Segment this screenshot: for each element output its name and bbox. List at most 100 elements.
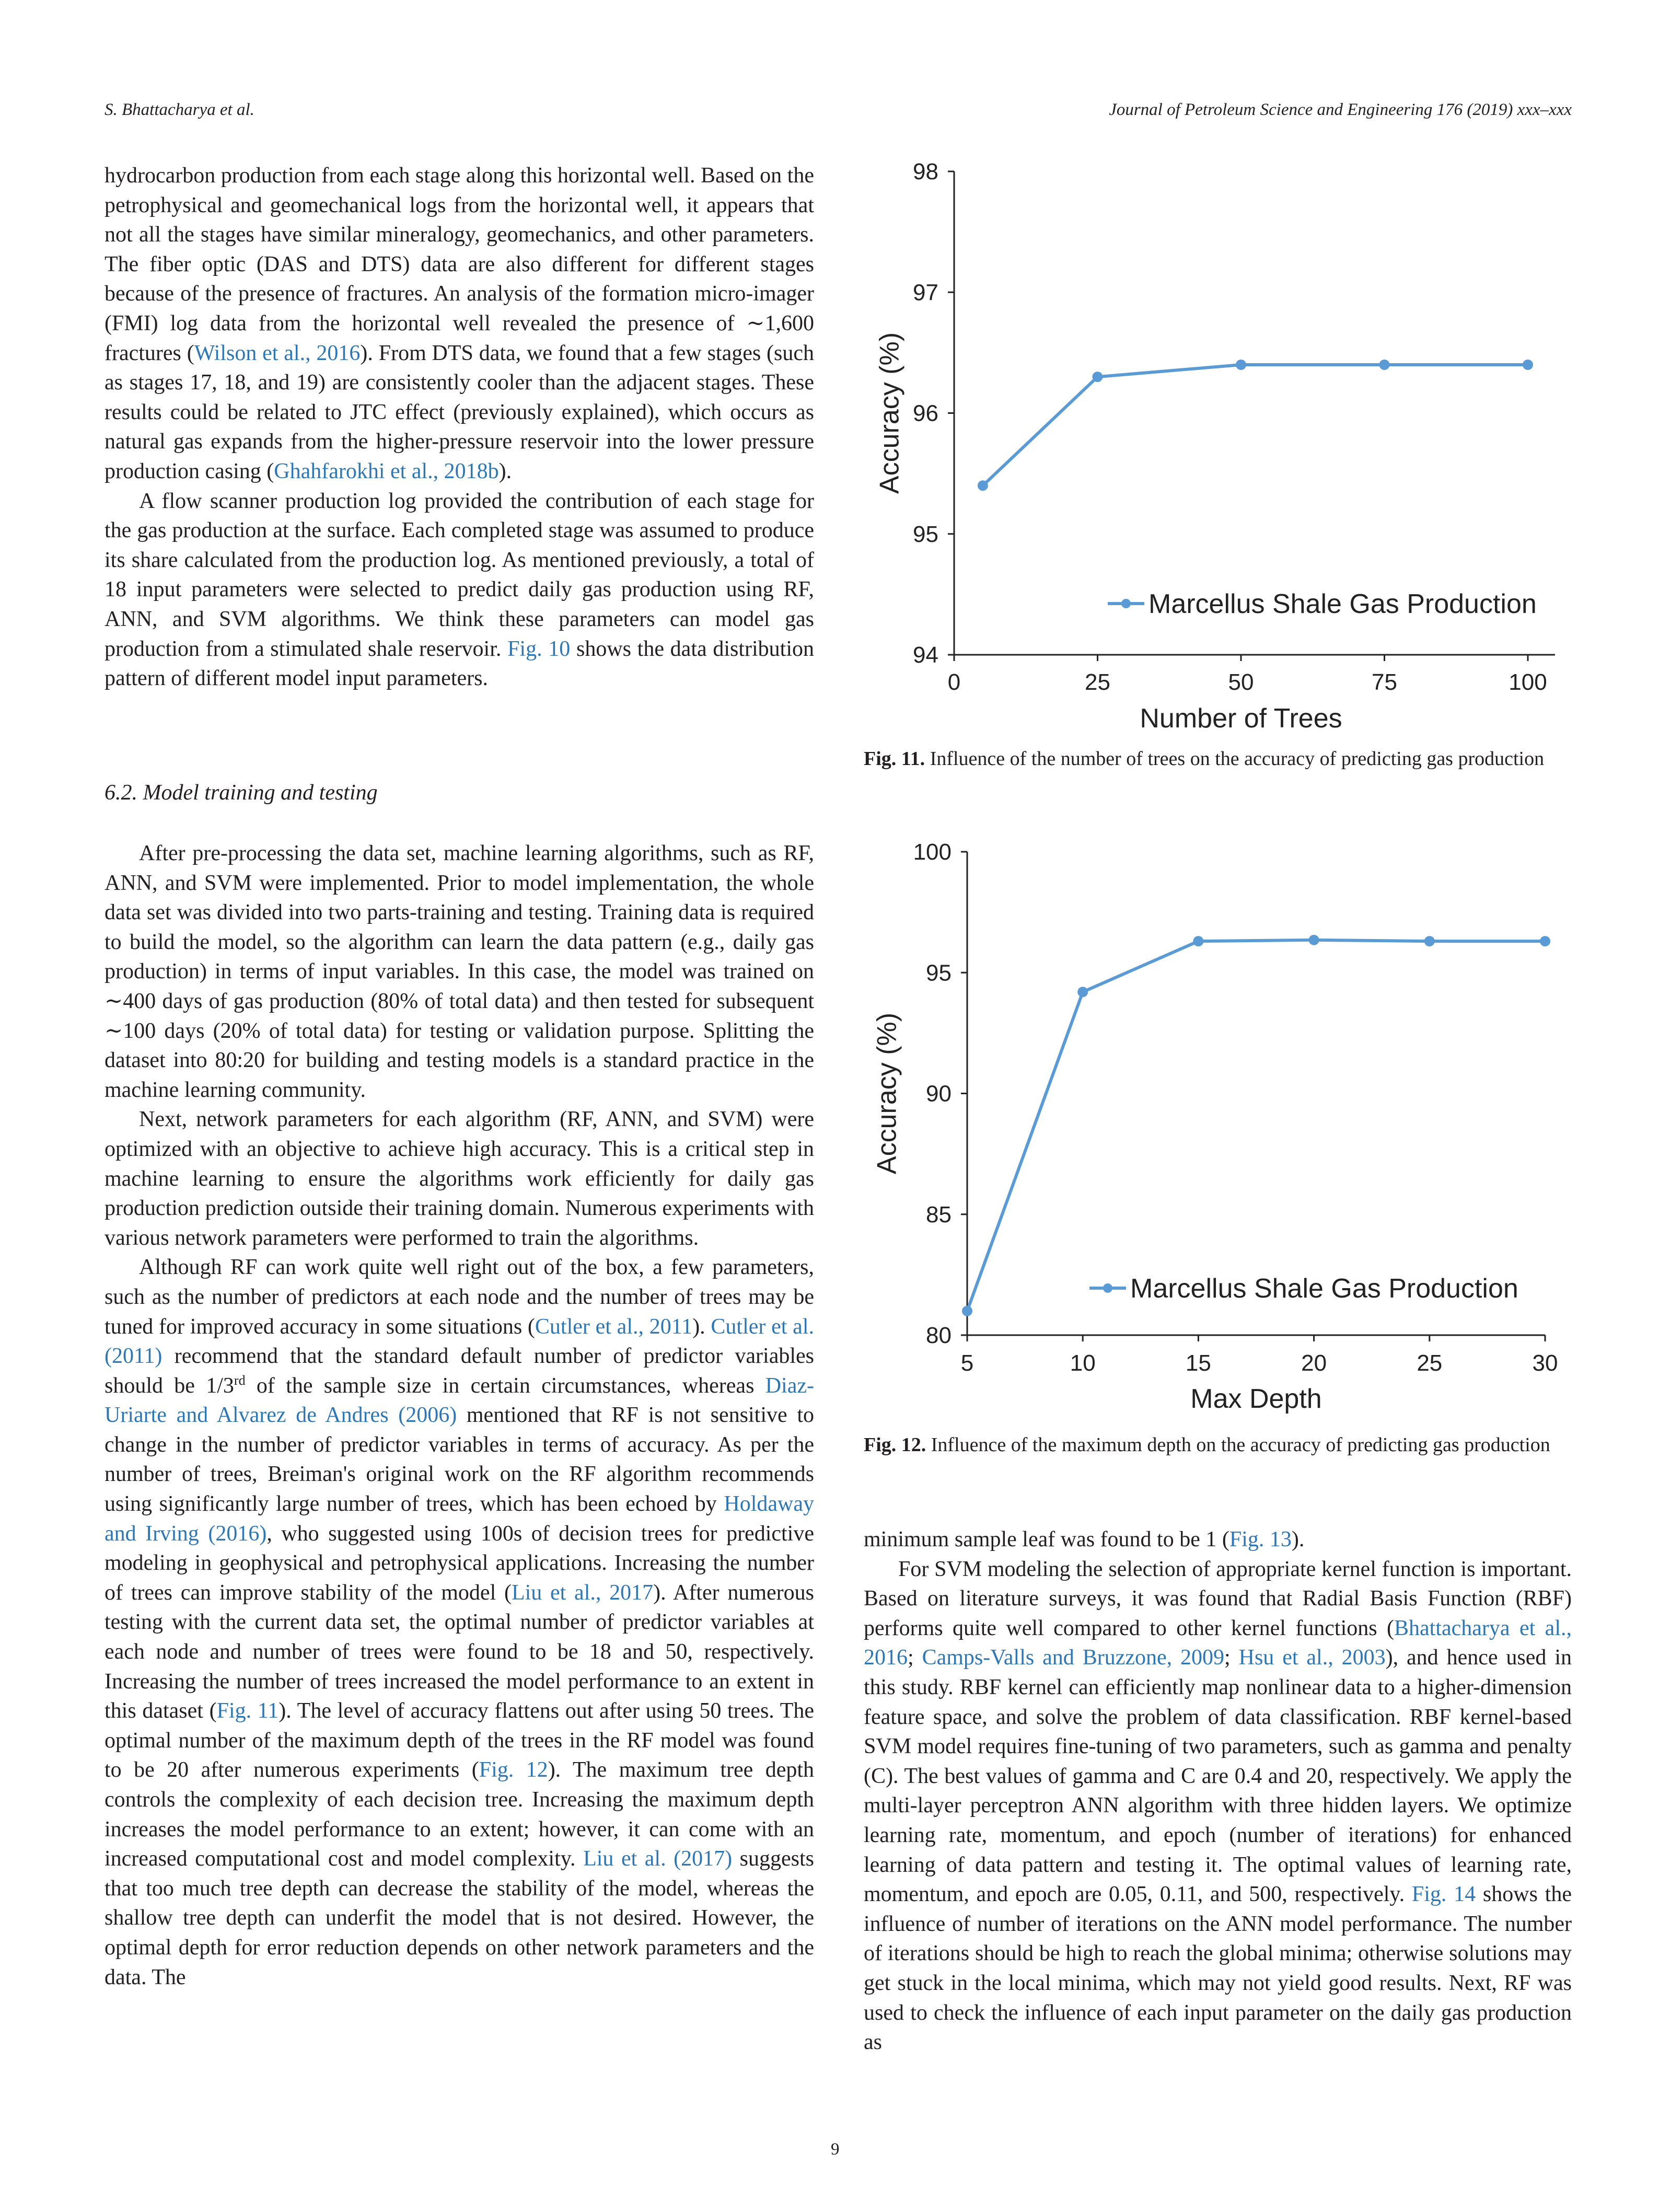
x-tick-label: 25	[1417, 1350, 1442, 1376]
data-point	[1308, 934, 1319, 945]
data-point	[1077, 987, 1088, 998]
legend-label: Marcellus Shale Gas Production	[1130, 1273, 1518, 1304]
legend-marker	[1103, 1283, 1112, 1293]
x-tick-label: 10	[1070, 1350, 1096, 1376]
paragraph-text: A flow scanner production log provided t…	[105, 489, 814, 661]
citation-link[interactable]: Holdaway and Irving (2016)	[105, 1492, 814, 1546]
citation-link[interactable]: Cutler et al., 2011	[535, 1314, 693, 1339]
paragraph-text: ;	[908, 1646, 922, 1670]
paragraph-text: hydrocarbon production from each stage a…	[105, 164, 814, 365]
x-tick-label: 50	[1228, 669, 1254, 695]
paragraph: For SVM modeling the selection of approp…	[864, 1555, 1572, 2057]
paragraph-text: ). After numerous testing with the curre…	[105, 1580, 814, 1723]
citation-link[interactable]: Fig. 14	[1411, 1882, 1476, 1907]
citation-link[interactable]: Bhattacharya et al., 2016	[864, 1616, 1572, 1670]
x-tick-label: 30	[1533, 1350, 1558, 1376]
citation-link[interactable]: Diaz-Uriarte and Alvarez de Andres (2006…	[105, 1373, 814, 1428]
x-tick-label: 100	[1509, 669, 1547, 695]
citation-link[interactable]: Hsu et al., 2003	[1238, 1646, 1386, 1670]
data-point	[1236, 360, 1246, 370]
paragraph-text: Although RF can work quite well right ou…	[105, 1255, 814, 1339]
superscript: rd	[234, 1372, 246, 1388]
x-tick-label: 0	[948, 669, 960, 695]
data-point	[962, 1305, 972, 1316]
data-point	[1424, 936, 1435, 947]
chart-12: 80 85 90 95 100 5 10 15 20 25 30 Max Depth Accuracy …	[872, 839, 1558, 1414]
x-tick-label: 75	[1372, 669, 1397, 695]
x-axis-label: Max Depth	[1190, 1384, 1321, 1414]
citation-link[interactable]: Liu et al., 2017	[511, 1580, 654, 1605]
figure-12-label: Fig. 12.	[864, 1434, 926, 1456]
running-header-journal: Journal of Petroleum Science and Enginee…	[1109, 100, 1572, 119]
legend-marker	[1121, 599, 1131, 608]
x-axis-label: Number of Trees	[1140, 703, 1342, 734]
paragraph-text: recommend that the standard default numb…	[105, 1344, 814, 1398]
paragraph-text: suggests that too much tree depth can de…	[105, 1847, 814, 1989]
paragraph-text: ).	[1291, 1527, 1305, 1551]
y-tick-label: 80	[926, 1323, 952, 1348]
citation-link[interactable]: Camps-Valls and Bruzzone, 2009	[922, 1646, 1225, 1670]
y-tick-label: 97	[913, 280, 938, 305]
citation-link[interactable]: Fig. 11	[216, 1699, 279, 1723]
paragraph-text: Next, network parameters for each algori…	[105, 1107, 814, 1250]
data-point	[1193, 936, 1204, 947]
series-line	[966, 938, 1545, 1312]
x-tick-label: 15	[1186, 1350, 1211, 1376]
citation-link[interactable]: Cutler et al. (2011)	[105, 1314, 814, 1369]
figure-12-caption: Fig. 12. Influence of the maximum depth …	[864, 1431, 1572, 1458]
y-axis-label: Accuracy (%)	[872, 1013, 902, 1174]
y-tick-label: 95	[913, 522, 938, 547]
citation-link[interactable]: Liu et al. (2017)	[583, 1847, 733, 1871]
section-heading: 6.2. Model training and testing	[105, 781, 378, 805]
paragraph-text: shows the data distribution pattern of d…	[105, 636, 814, 691]
paragraph-text: mentioned that RF is not sensitive to ch…	[105, 1403, 814, 1516]
paragraph-text: shows the influence of number of iterati…	[864, 1882, 1572, 2055]
x-tick-label: 20	[1301, 1350, 1327, 1376]
left-column-body: After pre-processing the data set, machi…	[105, 839, 814, 1992]
series-line	[981, 363, 1528, 487]
paragraph-text: ).	[692, 1314, 711, 1339]
legend-label: Marcellus Shale Gas Production	[1148, 589, 1537, 619]
citation-link[interactable]: Fig. 10	[507, 636, 571, 661]
paragraph: A flow scanner production log provided t…	[105, 487, 814, 693]
paragraph-text: minimum sample leaf was found to be 1 (	[864, 1527, 1229, 1551]
y-tick-label: 90	[926, 1081, 952, 1107]
citation-link[interactable]: Fig. 12	[479, 1758, 548, 1782]
paragraph-text: ). The level of accuracy flattens out af…	[105, 1699, 814, 1782]
data-point	[977, 480, 988, 491]
chart-11: 94 95 96 97 98 0 25 50 75 100 Number of Trees Accur…	[875, 159, 1555, 734]
y-tick-label: 94	[913, 642, 938, 668]
paragraph: After pre-processing the data set, machi…	[105, 839, 814, 1105]
data-point	[1092, 372, 1103, 383]
paragraph-text: ;	[1224, 1646, 1239, 1670]
y-tick-label: 95	[926, 960, 952, 986]
left-column-top: hydrocarbon production from each stage a…	[105, 161, 814, 693]
citation-link[interactable]: Fig. 13	[1229, 1527, 1292, 1551]
citation-link[interactable]: Ghahfarokhi et al., 2018b	[274, 459, 499, 483]
citation-link[interactable]: Wilson et al., 2016	[194, 341, 361, 365]
paragraph: Although RF can work quite well right ou…	[105, 1253, 814, 1992]
data-point	[1523, 360, 1533, 370]
paragraph-text: After pre-processing the data set, machi…	[105, 841, 814, 1102]
y-axis-label: Accuracy (%)	[875, 332, 905, 494]
data-point	[1379, 360, 1390, 370]
paragraph-text: ), and hence used in this study. RBF ker…	[864, 1646, 1572, 1907]
x-tick-label: 5	[961, 1350, 973, 1376]
paragraph-text: ).	[498, 459, 512, 483]
page-number: 9	[831, 2140, 840, 2159]
paragraph-text: For SVM modeling the selection of approp…	[864, 1557, 1572, 1640]
figure-11-caption: Fig. 11. Influence of the number of tree…	[864, 745, 1572, 772]
y-tick-label: 96	[913, 401, 938, 426]
paragraph-text: ). The maximum tree depth controls the c…	[105, 1758, 814, 1871]
figure-12-caption-text: Influence of the maximum depth on the ac…	[926, 1434, 1550, 1456]
paragraph-text: ). From DTS data, we found that a few st…	[105, 341, 815, 483]
right-column-body: minimum sample leaf was found to be 1 (F…	[864, 1525, 1572, 2057]
paragraph-text: of the sample size in certain circumstan…	[245, 1373, 765, 1398]
x-tick-label: 25	[1085, 669, 1110, 695]
paragraph-text: , who suggested using 100s of decision t…	[105, 1521, 814, 1605]
paragraph: hydrocarbon production from each stage a…	[105, 161, 814, 487]
y-tick-label: 100	[913, 839, 952, 865]
paragraph: Next, network parameters for each algori…	[105, 1105, 814, 1253]
y-tick-label: 85	[926, 1202, 952, 1227]
